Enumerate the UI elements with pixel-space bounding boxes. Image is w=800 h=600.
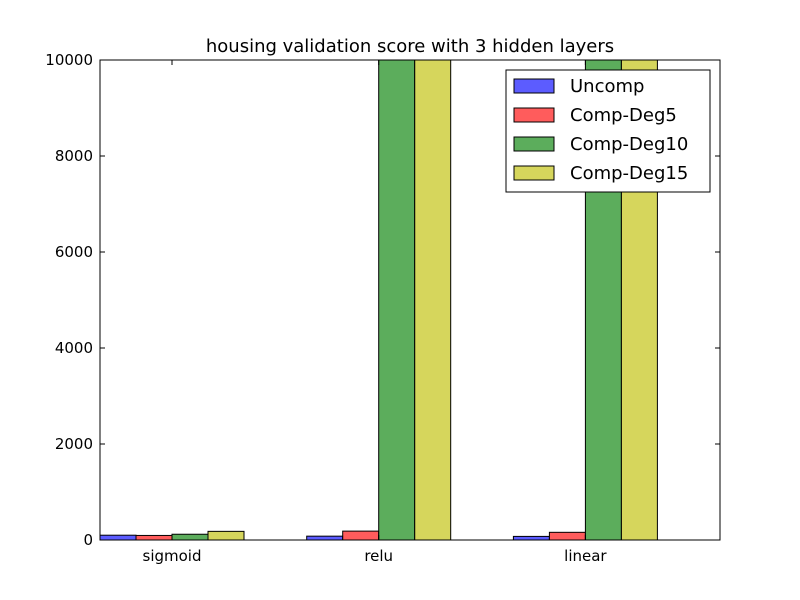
y-tick-label: 10000 [45,51,93,69]
y-tick-label: 6000 [55,243,93,261]
bars-layer [99,59,658,541]
legend-label-comp-deg5: Comp-Deg5 [570,105,677,126]
bar-comp-deg5-linear [548,531,586,541]
x-tick-label: relu [364,547,393,565]
bar-uncomp-relu [306,535,344,541]
legend-label-comp-deg15: Comp-Deg15 [570,163,688,184]
bar-comp-deg15-sigmoid [207,530,245,541]
x-tick-label: linear [564,547,607,565]
chart-title: housing validation score with 3 hidden l… [206,36,614,57]
bar-uncomp-linear [512,535,550,541]
legend-swatch-uncomp [513,78,555,94]
bar-comp-deg5-sigmoid [135,534,173,541]
legend-swatch-comp-deg15 [513,165,555,181]
y-tick-label: 2000 [55,435,93,453]
legend-swatch-comp-deg5 [513,107,555,123]
y-tick-label: 8000 [55,147,93,165]
bar-comp-deg15-relu [414,59,452,541]
bar-uncomp-sigmoid [99,534,137,541]
bar-comp-deg10-relu [378,59,416,541]
legend-label-comp-deg10: Comp-Deg10 [570,134,688,155]
x-tick-label: sigmoid [143,547,202,565]
bar-comp-deg10-sigmoid [171,533,209,541]
y-tick-label: 0 [83,531,93,549]
legend: Uncomp Comp-Deg5 Comp-Deg10 Comp-Deg15 [505,69,711,193]
plot-frame [99,59,721,541]
legend-label-uncomp: Uncomp [570,76,644,97]
y-tick-label: 4000 [55,339,93,357]
bar-comp-deg5-relu [342,530,380,541]
ticks-layer: sigmoid relu linear 0 2000 4000 6000 8000 10000 [45,51,720,565]
legend-swatch-comp-deg10 [513,136,555,152]
